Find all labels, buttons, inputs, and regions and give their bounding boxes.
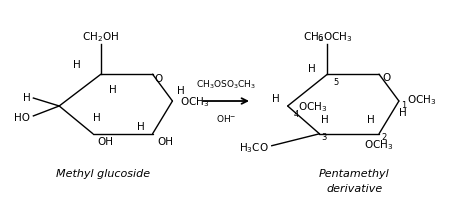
Text: derivative: derivative <box>326 184 383 193</box>
Text: HO: HO <box>14 112 30 122</box>
Text: 2: 2 <box>381 132 386 141</box>
Text: O: O <box>383 72 391 82</box>
Text: Pentamethyl: Pentamethyl <box>319 168 390 178</box>
Text: OCH$_3$: OCH$_3$ <box>407 93 436 107</box>
Text: OCH$_3$: OCH$_3$ <box>298 99 327 113</box>
Text: H: H <box>308 64 316 74</box>
Text: H: H <box>399 108 407 117</box>
Text: H: H <box>272 94 280 104</box>
Text: Methyl glucoside: Methyl glucoside <box>56 168 150 178</box>
Text: OH: OH <box>97 136 113 146</box>
Text: 1: 1 <box>401 101 406 109</box>
Text: H: H <box>367 114 375 124</box>
Text: H$_3$CO: H$_3$CO <box>239 140 269 154</box>
Text: CH$_2$OH: CH$_2$OH <box>82 30 119 44</box>
Text: 3: 3 <box>321 132 327 141</box>
Text: CH$_3$OSO$_3$CH$_3$: CH$_3$OSO$_3$CH$_3$ <box>196 78 256 91</box>
Text: H: H <box>109 85 117 95</box>
Text: 4: 4 <box>293 109 299 118</box>
Text: H: H <box>93 112 101 122</box>
Text: OH$^{-}$: OH$^{-}$ <box>216 112 237 123</box>
Text: H: H <box>23 92 30 103</box>
Text: O: O <box>155 73 163 83</box>
Text: CH$_2$OCH$_3$: CH$_2$OCH$_3$ <box>303 30 352 44</box>
Text: H: H <box>137 121 145 131</box>
Text: 6: 6 <box>317 34 322 43</box>
Text: OCH$_3$: OCH$_3$ <box>181 95 210 108</box>
Text: OCH$_3$: OCH$_3$ <box>365 137 394 151</box>
Text: 5: 5 <box>333 78 338 87</box>
Text: H: H <box>73 60 81 70</box>
Text: H: H <box>177 86 185 96</box>
Text: OH: OH <box>157 136 173 146</box>
Text: H: H <box>320 114 328 124</box>
